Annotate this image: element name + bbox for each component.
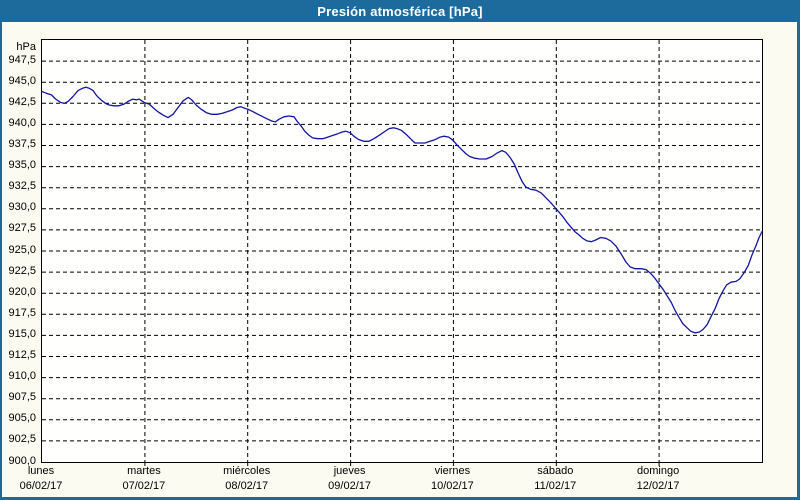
y-tick-label: 930,0 (8, 201, 36, 214)
y-tick-label: 945,0 (8, 74, 36, 87)
y-tick-label: 912,5 (8, 349, 36, 361)
y-tick-label: 907,5 (8, 391, 36, 404)
y-tick-label: 935,0 (8, 159, 36, 172)
y-tick-label: 932,5 (8, 180, 36, 193)
x-day-label: domingo (636, 465, 680, 477)
y-tick-label: 905,0 (8, 412, 36, 425)
plot-area (41, 39, 763, 468)
y-tick-label: 910,0 (8, 370, 36, 383)
y-tick-label: 920,0 (8, 285, 36, 298)
chart-svg (41, 40, 763, 468)
y-tick-label: 915,0 (8, 327, 36, 340)
x-date-label: 09/02/17 (328, 480, 372, 492)
chart-title: Presión atmosférica [hPa] (317, 3, 483, 19)
x-date-label: 11/02/17 (534, 480, 577, 492)
pressure-line (41, 86, 763, 334)
x-date-label: 12/02/17 (636, 480, 680, 492)
x-date-label: 10/02/17 (430, 480, 474, 492)
y-tick-label: 922,5 (8, 264, 36, 277)
y-tick-label: 925,0 (8, 243, 36, 256)
y-tick-label: 902,5 (8, 433, 36, 446)
title-bar: Presión atmosférica [hPa] (2, 0, 797, 22)
y-tick-label: 927,5 (8, 222, 36, 235)
x-day-label: miércoles (223, 465, 271, 477)
y-tick-label: 942,5 (8, 95, 36, 108)
x-date-label: 07/02/17 (122, 480, 166, 492)
x-day-label: viernes (434, 465, 471, 477)
x-day-label: lunes (27, 465, 55, 477)
y-tick-label: 940,0 (8, 116, 36, 129)
x-date-label: 08/02/17 (225, 480, 269, 492)
y-tick-label: 900,0 (8, 454, 36, 467)
y-tick-label: 917,5 (8, 306, 36, 319)
y-tick-label: 937,5 (8, 138, 36, 150)
y-axis-unit-label: hPa (16, 41, 36, 53)
x-date-label: 06/02/17 (19, 480, 63, 492)
x-day-label: martes (127, 465, 161, 477)
y-tick-label: 947,5 (8, 53, 36, 66)
x-day-label: sábado (537, 465, 574, 477)
x-day-label: jueves (333, 465, 366, 477)
